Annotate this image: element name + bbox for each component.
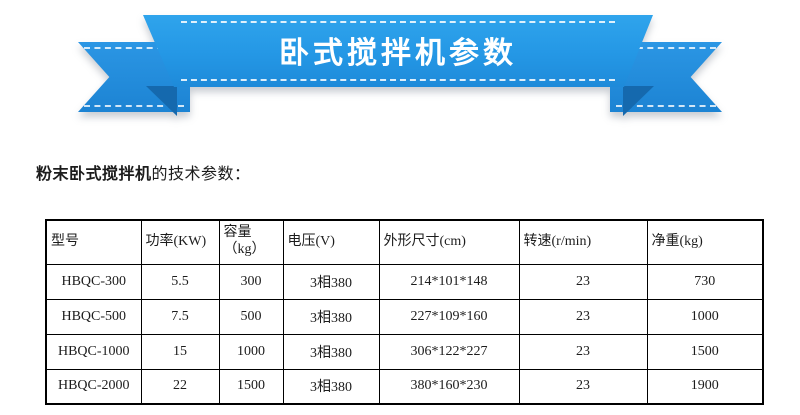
table-row: HBQC-2000 22 1500 3相380 380*160*230 23 1900 — [45, 368, 764, 405]
table-cell: 306*122*227 — [378, 333, 520, 370]
table-cell: 3相380 — [282, 333, 380, 370]
ribbon-band: 卧式搅拌机参数 — [143, 15, 653, 87]
table-row: HBQC-500 7.5 500 3相380 227*109*160 23 1000 — [45, 298, 764, 335]
table-cell: 3相380 — [282, 368, 380, 405]
table-cell: HBQC-500 — [45, 298, 142, 335]
table-cell: 23 — [518, 368, 648, 405]
header-capacity-line2: （kg） — [223, 242, 266, 258]
header-dimensions: 外形尺寸(cm) — [378, 219, 520, 265]
header-voltage: 电压(V) — [282, 219, 380, 265]
table-row: HBQC-300 5.5 300 3相380 214*101*148 23 730 — [45, 263, 764, 300]
table-cell: 3相380 — [282, 298, 380, 335]
table-cell: 500 — [218, 298, 284, 335]
table-cell: 214*101*148 — [378, 263, 520, 300]
header-capacity: 容量 （kg） — [218, 219, 284, 265]
intro-normal-text: 的技术参数： — [151, 166, 251, 183]
table-cell: 1000 — [218, 333, 284, 370]
header-capacity-line1: 容量 — [223, 225, 252, 241]
banner-title: 卧式搅拌机参数 — [279, 37, 517, 70]
table-cell: 15 — [140, 333, 220, 370]
header-power: 功率(KW) — [140, 219, 220, 265]
table-cell: 1900 — [646, 368, 764, 405]
intro-bold-text: 粉末卧式搅拌机 — [36, 166, 152, 183]
table-cell: 1500 — [646, 333, 764, 370]
spec-table: 型号 功率(KW) 容量 （kg） 电压(V) 外形尺寸(cm) 转速(r/mi… — [45, 219, 764, 405]
table-cell: 22 — [140, 368, 220, 405]
table-cell: HBQC-1000 — [45, 333, 142, 370]
table-cell: 1000 — [646, 298, 764, 335]
table-cell: 7.5 — [140, 298, 220, 335]
table-cell: HBQC-300 — [45, 263, 142, 300]
table-cell: 23 — [518, 333, 648, 370]
table-cell: 23 — [518, 263, 648, 300]
table-header-row: 型号 功率(KW) 容量 （kg） 电压(V) 外形尺寸(cm) 转速(r/mi… — [45, 219, 764, 265]
table-cell: 5.5 — [140, 263, 220, 300]
header-speed: 转速(r/min) — [518, 219, 648, 265]
table-row: HBQC-1000 15 1000 3相380 306*122*227 23 1500 — [45, 333, 764, 370]
title-ribbon: 卧式搅拌机参数 — [0, 0, 800, 145]
header-weight: 净重(kg) — [646, 219, 764, 265]
table-cell: HBQC-2000 — [45, 368, 142, 405]
intro-line: 粉末卧式搅拌机的技术参数： — [36, 160, 251, 184]
spec-table-body: HBQC-300 5.5 300 3相380 214*101*148 23 730 HBQC-… — [45, 263, 764, 405]
table-cell: 23 — [518, 298, 648, 335]
table-cell: 380*160*230 — [378, 368, 520, 405]
table-cell: 227*109*160 — [378, 298, 520, 335]
table-cell: 300 — [218, 263, 284, 300]
header-model: 型号 — [45, 219, 142, 265]
table-cell: 1500 — [218, 368, 284, 405]
table-cell: 3相380 — [282, 263, 380, 300]
table-cell: 730 — [646, 263, 764, 300]
